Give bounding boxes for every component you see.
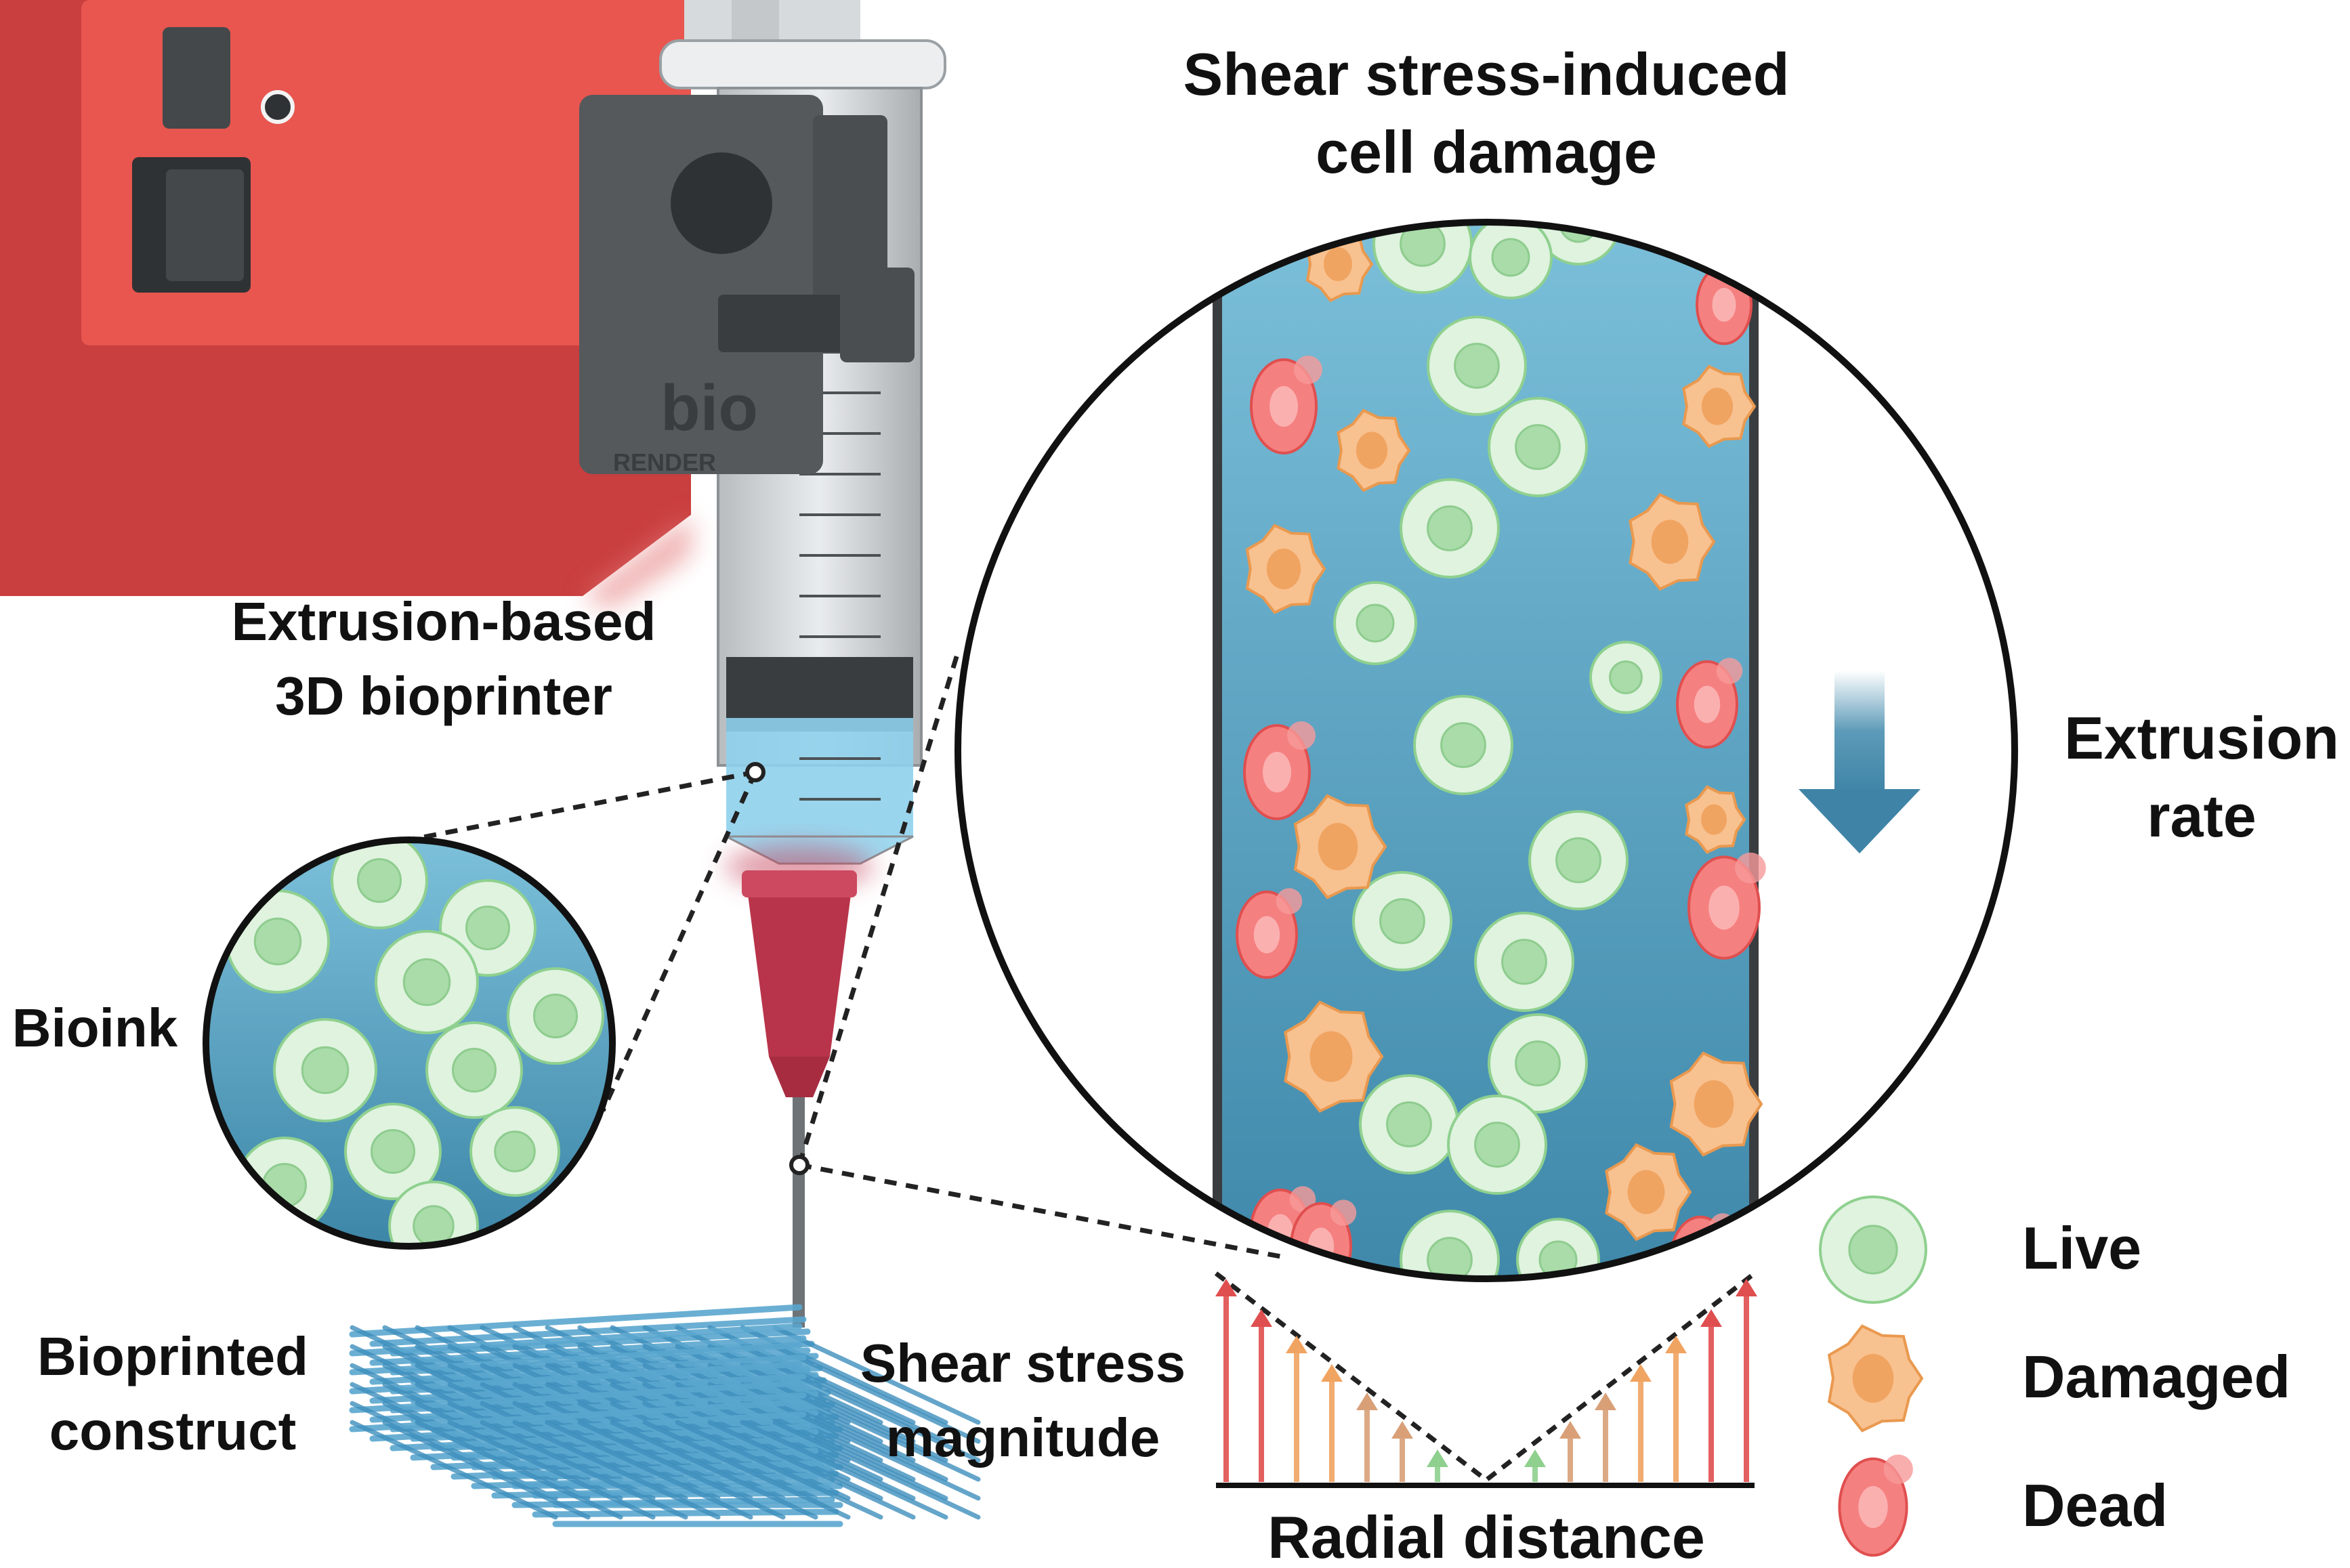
construct-label: Bioprinted: [37, 1326, 308, 1386]
live-cell: [1400, 1210, 1500, 1279]
shear-arrow: [1630, 1364, 1652, 1482]
legend-item-live: Live: [1819, 1195, 2141, 1304]
shear-title: Shear stress-induced: [1183, 41, 1790, 108]
shear-arrow: [1356, 1393, 1378, 1482]
live-cell: [1528, 810, 1629, 910]
live-cell: [1352, 871, 1452, 971]
damaged-cell: [1245, 524, 1326, 614]
radial-label: Radial distance: [1267, 1504, 1705, 1565]
live-cell: [1400, 478, 1500, 578]
live-cell: [1589, 641, 1662, 714]
bioprinted-construct: [349, 1304, 981, 1527]
damaged-cell: [1293, 794, 1387, 899]
damaged-cell: [1605, 1143, 1692, 1242]
magnitude-label: Shear stress: [860, 1333, 1186, 1393]
brand-logo: bio: [660, 372, 758, 444]
shear-profile: [1214, 1271, 1757, 1488]
brand-logo-sub: RENDER: [613, 448, 716, 476]
live-cell: [236, 1137, 333, 1234]
needle: [725, 845, 874, 1328]
legend-item-dead: Dead: [1838, 1454, 2168, 1557]
dead-cell: [1669, 1213, 1736, 1279]
extrusion-label-2: rate: [2147, 782, 2256, 849]
live-cell: [1359, 1074, 1459, 1174]
dead-cell: [1250, 356, 1322, 454]
shear-arrow: [1559, 1421, 1581, 1482]
live-cell: [331, 840, 428, 929]
live-cell: [388, 1181, 479, 1246]
dead-cell: [1676, 658, 1743, 749]
bioink-label: Bioink: [12, 998, 178, 1058]
legend: Live Damaged Dead: [1819, 1195, 2290, 1557]
legend-label: Dead: [2022, 1472, 2168, 1539]
dead-cell: [1243, 721, 1316, 820]
live-cell: [1819, 1195, 1927, 1304]
shear-arrow: [1215, 1279, 1237, 1482]
extrusion-arrow-icon: [1834, 671, 1885, 792]
shear-title-2: cell damage: [1316, 119, 1657, 186]
construct-label-2: construct: [49, 1401, 297, 1461]
live-cell: [273, 1018, 377, 1122]
damaged-cell: [1629, 492, 1716, 591]
live-cell: [507, 967, 604, 1065]
live-cell: [1474, 912, 1574, 1012]
zoom-lines: [408, 649, 1281, 1259]
live-cell: [469, 1106, 560, 1197]
shear-arrow: [1595, 1393, 1616, 1482]
live-cell: [1413, 695, 1513, 795]
printer-label: Extrusion-based: [232, 591, 656, 652]
live-cell: [226, 889, 330, 994]
live-cell: [1427, 316, 1527, 416]
legend-label: Live: [2022, 1214, 2141, 1281]
damaged-cell: [1827, 1324, 1924, 1433]
live-cell: [1372, 222, 1473, 294]
slot-icon: [163, 27, 230, 129]
shear-arrow: [1321, 1364, 1343, 1482]
extrusion-label: Extrusion: [2064, 704, 2339, 771]
damaged-cell: [1685, 785, 1746, 854]
damaged-cell: [1284, 1000, 1384, 1113]
live-cell: [375, 930, 479, 1034]
bioink-zoom: [203, 836, 616, 1250]
shear-arrow: [1524, 1449, 1546, 1482]
damaged-cell: [1337, 408, 1411, 492]
shear-arrow: [1736, 1279, 1757, 1482]
clamp-knob-icon: [671, 152, 772, 254]
damaged-cell: [1669, 1051, 1763, 1157]
live-cell: [1333, 581, 1417, 665]
live-cell: [1488, 397, 1588, 497]
live-cell: [1447, 1095, 1547, 1195]
dead-cell: [1236, 888, 1303, 979]
shear-arrow: [1700, 1309, 1722, 1482]
shear-arrow: [1427, 1449, 1448, 1482]
dead-cell: [1838, 1454, 1913, 1557]
dead-cell: [1687, 852, 1766, 960]
legend-label: Damaged: [2022, 1343, 2290, 1410]
shear-arrow: [1286, 1336, 1307, 1482]
live-cell: [344, 1103, 442, 1200]
indicator-light-icon: [261, 90, 295, 124]
shear-zoom: [954, 219, 2018, 1282]
legend-item-damaged: Damaged: [1827, 1324, 2290, 1433]
printer-label-2: 3D bioprinter: [275, 666, 612, 726]
live-cell: [1488, 1013, 1588, 1114]
shear-arrow: [1665, 1336, 1687, 1482]
live-cell: [1516, 1218, 1600, 1279]
syringe: bio RENDER: [579, 0, 946, 1328]
shear-arrow: [1251, 1309, 1272, 1482]
live-cell: [1469, 222, 1553, 299]
shear-arrow: [1391, 1421, 1413, 1482]
live-cell: [425, 1021, 523, 1119]
magnitude-label-2: magnitude: [886, 1407, 1160, 1468]
bioprinter: [0, 0, 691, 610]
damaged-cell: [1682, 364, 1757, 448]
